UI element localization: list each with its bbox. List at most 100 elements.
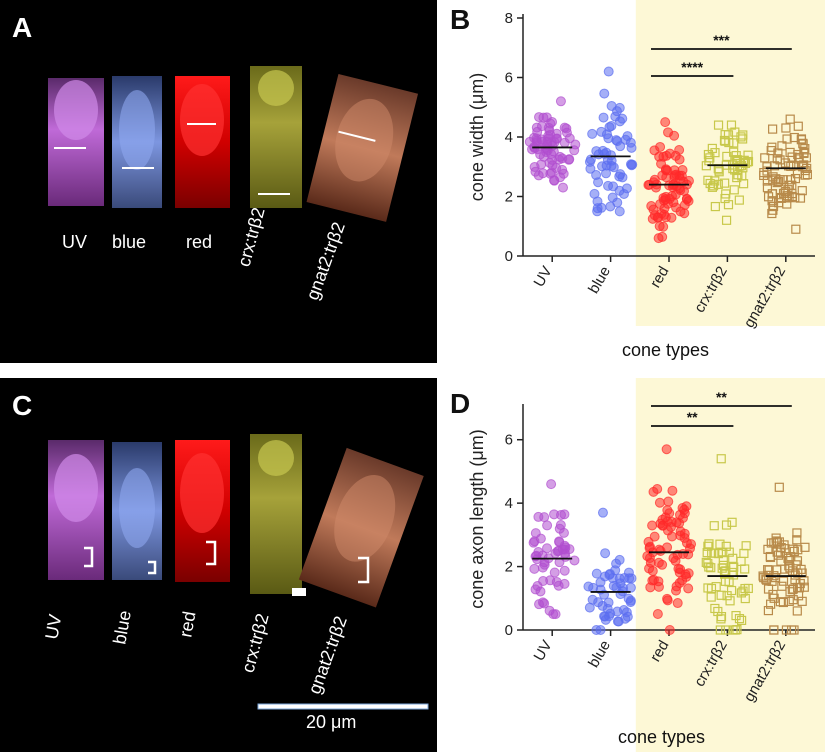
y-tick-label: 6 — [505, 70, 513, 87]
data-point — [784, 161, 794, 171]
data-point — [796, 134, 807, 144]
data-point — [614, 206, 625, 217]
data-point — [603, 66, 614, 77]
data-point — [792, 535, 802, 545]
data-point — [775, 155, 785, 165]
data-point — [657, 231, 668, 242]
data-point — [648, 204, 659, 215]
data-point — [776, 543, 786, 553]
data-point — [726, 120, 737, 130]
data-point — [769, 161, 780, 171]
data-point — [561, 127, 572, 138]
data-point — [716, 614, 726, 624]
data-point — [592, 206, 603, 217]
data-point — [713, 179, 723, 189]
data-point — [533, 511, 544, 522]
data-point — [780, 564, 790, 574]
y-tick-label: 0 — [505, 622, 513, 639]
data-point — [713, 120, 724, 130]
data-point — [765, 552, 776, 563]
data-point — [611, 582, 622, 593]
data-point — [767, 208, 777, 219]
data-point — [600, 614, 611, 625]
data-point — [626, 142, 637, 153]
data-point — [707, 182, 717, 192]
data-point — [649, 531, 660, 542]
data-point — [555, 96, 566, 107]
data-point — [794, 583, 805, 593]
data-point — [614, 171, 625, 182]
data-point — [788, 595, 798, 605]
x-tick-label: blue — [585, 264, 614, 297]
data-point — [704, 562, 714, 572]
data-point — [791, 224, 801, 234]
data-point — [783, 553, 793, 563]
data-point — [714, 167, 724, 177]
data-point — [647, 520, 658, 531]
data-point — [719, 135, 730, 146]
panel-letter-a: A — [12, 12, 33, 43]
panel-c-cells — [48, 434, 429, 710]
data-point — [793, 121, 803, 131]
data-point — [734, 195, 744, 205]
data-point — [726, 585, 737, 596]
data-point — [604, 569, 615, 580]
data-point — [626, 160, 637, 171]
data-point — [584, 602, 595, 613]
data-point — [656, 158, 667, 169]
data-point — [559, 578, 570, 589]
data-point — [767, 196, 777, 206]
y-tick-label: 2 — [505, 559, 513, 576]
data-point — [792, 606, 802, 616]
data-point — [777, 141, 787, 151]
data-point — [759, 573, 769, 583]
data-point — [544, 605, 555, 616]
data-point — [529, 563, 540, 574]
data-point — [774, 482, 784, 492]
data-point — [724, 577, 734, 587]
data-point — [591, 568, 602, 579]
data-point — [655, 545, 666, 556]
data-point — [721, 215, 732, 225]
data-point — [587, 128, 598, 139]
data-point — [680, 569, 691, 580]
data-point — [607, 192, 618, 203]
image-label-uv: UV — [62, 232, 88, 252]
data-point — [599, 88, 610, 99]
data-point — [655, 141, 666, 152]
data-point — [535, 149, 546, 160]
data-point — [663, 496, 674, 507]
data-point — [720, 130, 730, 140]
data-point — [792, 528, 802, 538]
data-point — [710, 603, 720, 614]
data-point — [528, 537, 539, 548]
data-point — [648, 486, 659, 497]
data-point — [730, 127, 740, 137]
data-point — [610, 111, 621, 122]
chart-d-xlabel: cone types — [618, 727, 706, 747]
data-point — [670, 555, 681, 566]
data-point — [548, 175, 559, 186]
data-point — [789, 132, 799, 143]
data-point — [642, 551, 653, 562]
data-point — [728, 553, 738, 563]
data-point — [652, 608, 663, 619]
data-point — [718, 560, 729, 570]
data-point — [674, 145, 685, 156]
chart-b-xlabel: cone types — [622, 340, 710, 360]
data-point — [790, 193, 800, 203]
data-point — [554, 151, 565, 162]
panel-letter-c: C — [12, 390, 33, 421]
data-point — [799, 148, 809, 158]
data-point — [720, 178, 730, 188]
y-tick-label: 2 — [505, 189, 513, 206]
data-point — [766, 145, 776, 156]
scale-bar-label: 20 μm — [306, 712, 357, 732]
data-point — [593, 177, 604, 188]
data-point — [759, 170, 769, 180]
data-point — [789, 625, 799, 635]
data-point — [661, 150, 672, 161]
data-point — [549, 567, 560, 578]
data-point — [704, 539, 714, 549]
